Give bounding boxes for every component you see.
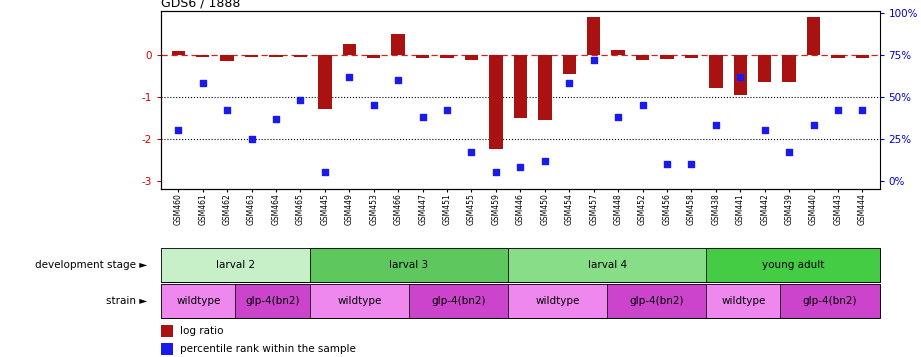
Bar [196,55,209,57]
Point [831,107,845,113]
Point [587,57,601,63]
Bar [706,284,780,318]
Text: wildtype: wildtype [535,296,579,306]
Text: larval 3: larval 3 [390,260,428,270]
Point [391,77,405,83]
Bar [309,284,409,318]
Bar [807,17,821,55]
Point [488,170,503,175]
Text: strain ►: strain ► [106,296,146,306]
Bar [856,55,869,58]
Bar [538,55,552,120]
Point [782,149,797,155]
Bar [367,55,380,58]
Text: development stage ►: development stage ► [35,260,146,270]
Bar [416,55,429,58]
Bar [294,55,308,57]
Bar [309,248,508,282]
Bar [514,55,527,118]
Bar [489,55,503,149]
Point [171,127,186,133]
Bar [161,325,172,337]
Point [464,149,479,155]
Point [538,158,553,164]
Bar [161,284,236,318]
Bar [783,55,796,82]
Point [293,97,308,103]
Text: glp-4(bn2): glp-4(bn2) [803,296,857,306]
Bar [391,34,405,55]
Bar [318,55,332,109]
Bar [508,284,607,318]
Bar [343,44,356,55]
Bar [635,55,649,60]
Point [439,107,454,113]
Bar [161,343,172,355]
Text: larval 4: larval 4 [588,260,626,270]
Bar [236,284,309,318]
Bar [832,55,845,58]
Text: glp-4(bn2): glp-4(bn2) [245,296,300,306]
Bar [660,55,673,59]
Point [635,102,650,108]
Bar [733,55,747,95]
Point [806,122,821,128]
Point [684,161,699,167]
Point [855,107,869,113]
Bar [587,17,600,55]
Bar [706,248,880,282]
Bar [465,55,478,60]
Bar [709,55,723,89]
Bar [440,55,454,58]
Point [415,114,430,120]
Point [757,127,772,133]
Bar [220,55,234,61]
Text: glp-4(bn2): glp-4(bn2) [629,296,684,306]
Text: GDS6 / 1888: GDS6 / 1888 [161,0,240,10]
Point [562,81,577,86]
Text: log ratio: log ratio [180,326,224,336]
Point [195,81,210,86]
Bar [780,284,880,318]
Bar [269,55,283,57]
Text: larval 2: larval 2 [216,260,255,270]
Point [367,102,381,108]
Text: percentile rank within the sample: percentile rank within the sample [180,344,356,354]
Point [318,170,332,175]
Bar [612,50,624,55]
Text: glp-4(bn2): glp-4(bn2) [431,296,485,306]
Bar [607,284,706,318]
Bar [161,248,309,282]
Text: wildtype: wildtype [337,296,381,306]
Point [513,165,528,170]
Point [269,116,284,121]
Point [342,74,356,80]
Bar [684,55,698,58]
Bar [409,284,508,318]
Point [244,136,259,142]
Text: wildtype: wildtype [176,296,220,306]
Point [708,122,723,128]
Bar [245,55,258,57]
Text: wildtype: wildtype [721,296,765,306]
Point [659,161,674,167]
Point [733,74,748,80]
Text: young adult: young adult [762,260,824,270]
Point [220,107,235,113]
Bar [171,51,185,55]
Point [611,114,625,120]
Bar [563,55,576,74]
Bar [758,55,772,82]
Bar [508,248,706,282]
